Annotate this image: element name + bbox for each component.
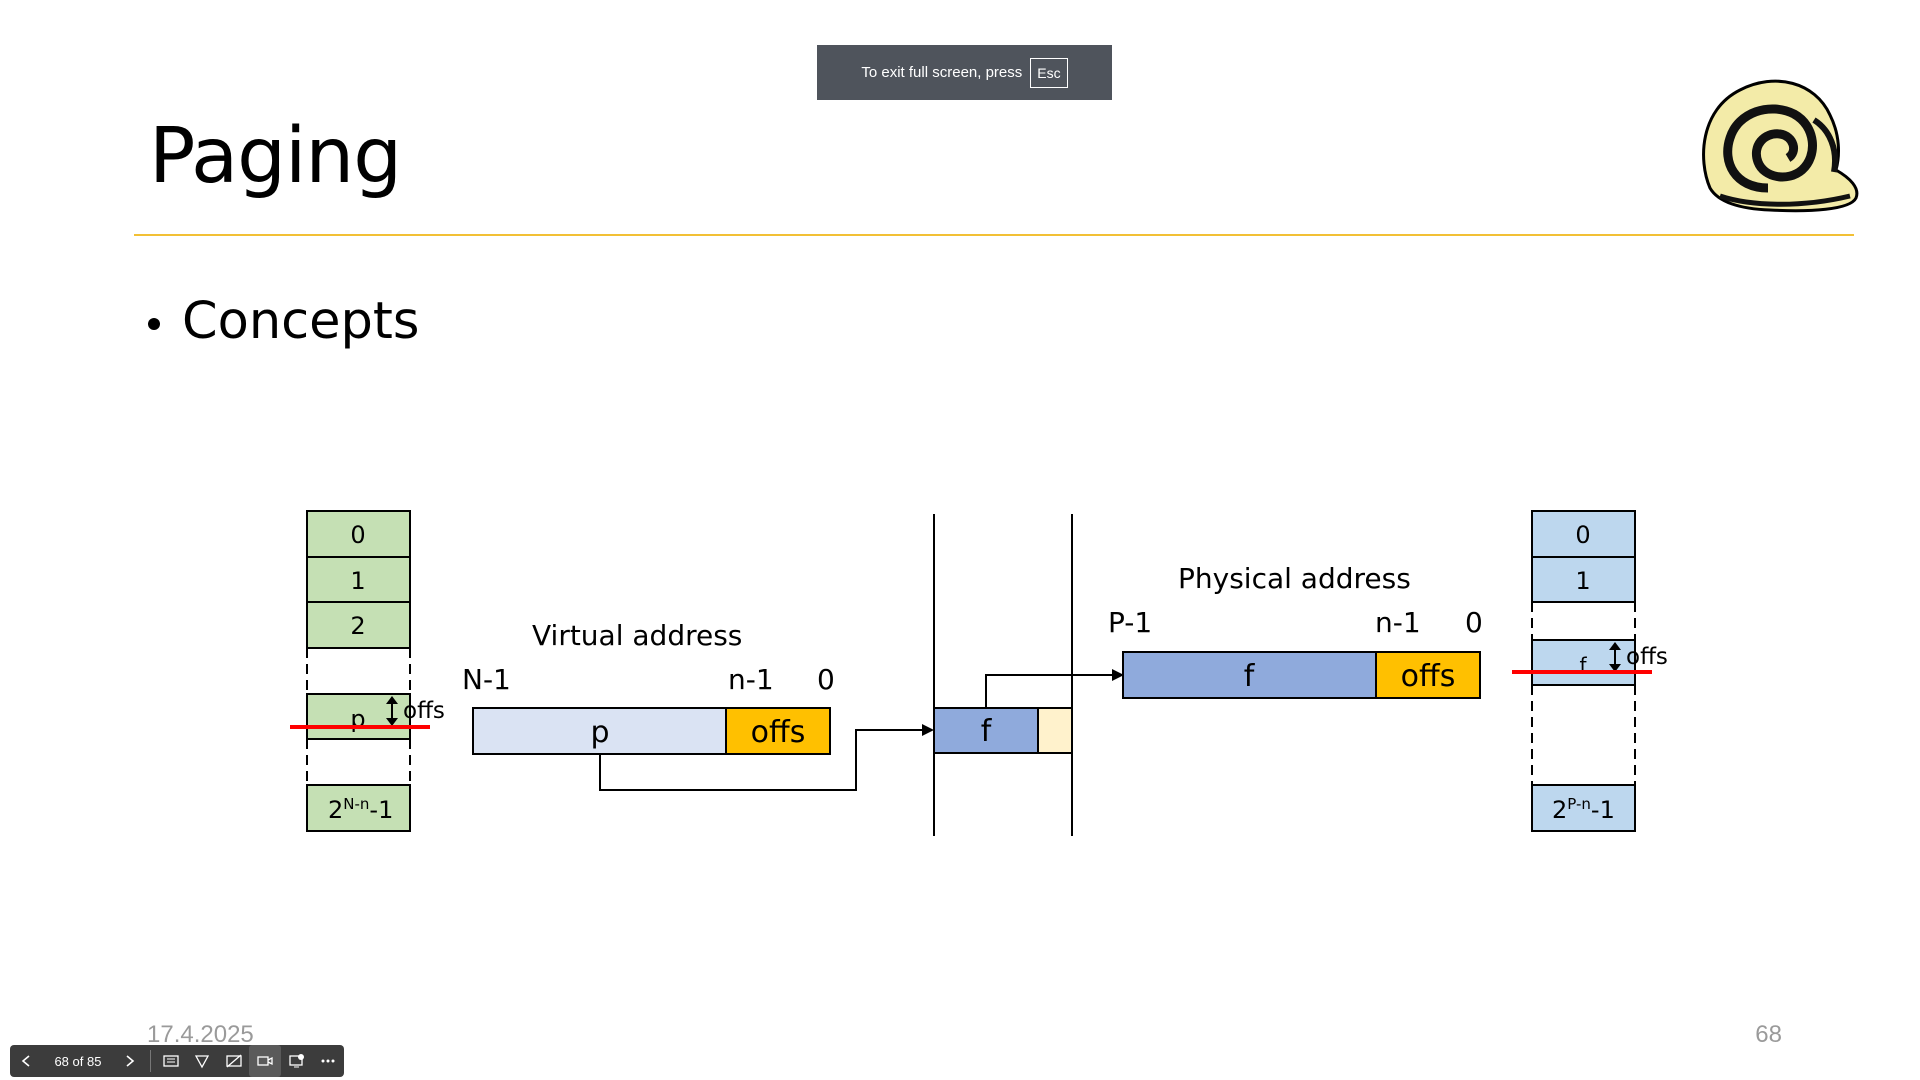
page-table-frame-label: f [981,714,993,749]
virtual-address-label: Virtual address [532,619,742,652]
bullet-text: Concepts [182,292,420,351]
hide-subtitles-icon[interactable] [218,1045,250,1077]
chevron-left-icon[interactable] [10,1045,42,1077]
physical-row-0-label: 0 [1575,521,1590,549]
bullet-dot-icon [148,318,160,330]
slide-date: 17.4.2025 [147,1021,254,1048]
page-table-flags-field [1037,707,1073,754]
page-lookup-arrow [599,729,926,791]
virtual-address: Virtual address N-1 n-1 0 p offs [462,619,835,755]
slide-counter: 68 of 85 [54,1053,102,1069]
virtual-row-last [306,784,411,832]
virtual-mid-bit: n-1 [728,663,774,696]
camera-icon[interactable] [249,1045,281,1077]
physical-frame-field-label: f [1244,659,1256,694]
virtual-row-2-label: 2 [350,612,365,640]
bullet-item: Concepts [148,292,420,351]
physical-row-f-label: f [1579,653,1587,677]
physical-address-label: Physical address [1178,562,1411,595]
virtual-hi-bit: N-1 [462,663,511,696]
virtual-page-field-label: p [590,715,609,750]
virtual-row-2 [306,601,411,649]
physical-address: Physical address P-1 n-1 0 f offs [1108,562,1483,699]
virtual-table-offs-label: offs [403,698,445,724]
slide-page-number: 68 [1755,1021,1782,1048]
virtual-page-field [472,707,727,755]
physical-row-1 [1531,556,1636,603]
title-divider [134,234,1854,236]
presenter-toolbar: 68 of 85 [10,1045,344,1077]
physical-table-offs-label: offs [1626,644,1668,670]
virtual-offs-field [725,707,831,755]
virtual-lo-bit: 0 [817,663,835,696]
physical-offs-field [1375,651,1481,699]
chevron-right-icon[interactable] [114,1045,146,1077]
more-icon[interactable] [312,1045,344,1077]
virtual-row-1-label: 1 [350,567,365,595]
physical-frame-table: 0 1 f 2P-n-1 offs [1512,510,1668,832]
toolbar-separator [149,1050,151,1072]
physical-row-last [1531,784,1636,832]
screen-share-icon[interactable] [281,1045,313,1077]
virtual-row-1 [306,556,411,603]
virtual-row-0-label: 0 [350,521,365,549]
slide-title: Paging [149,112,402,201]
toast-text: To exit full screen, press [861,64,1023,81]
physical-row-last-label: 2P-n-1 [1552,795,1615,824]
physical-row-1-label: 1 [1575,567,1590,595]
physical-row-f [1531,639,1636,686]
virtual-page-table: 0 1 2 p 2N-n-1 offs [290,510,445,832]
frame-arrow [985,674,1116,708]
snail-logo-icon [1690,70,1860,218]
physical-frame-field [1122,651,1377,699]
physical-offs-field-label: offs [1401,659,1456,694]
virtual-row-0 [306,510,411,558]
fullscreen-toast: To exit full screen, press Esc [817,45,1112,100]
physical-lo-bit: 0 [1465,606,1483,639]
virtual-offs-field-label: offs [751,715,806,750]
grid-icon[interactable] [155,1045,187,1077]
pen-icon[interactable] [186,1045,218,1077]
physical-mid-bit: n-1 [1375,606,1421,639]
physical-hi-bit: P-1 [1108,606,1152,639]
esc-key-badge[interactable]: Esc [1030,57,1068,88]
